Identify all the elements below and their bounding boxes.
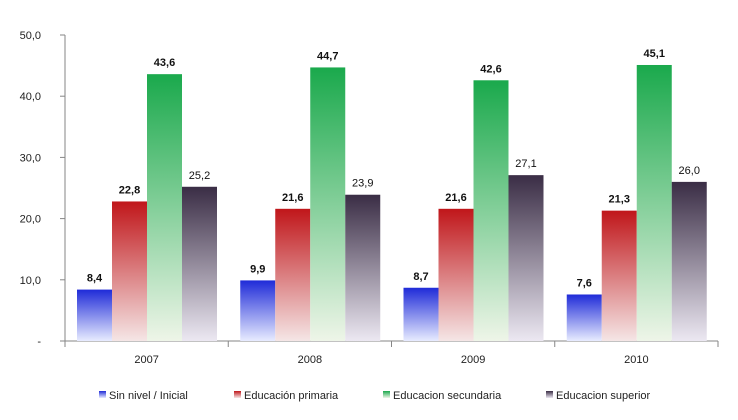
bar: [601, 210, 637, 341]
x-tick-label: 2009: [461, 354, 485, 366]
chart-legend: Sin nivel / Inicial Educación primaria Edu…: [99, 390, 651, 402]
data-label: 22,8: [119, 184, 140, 196]
data-label: 44,7: [317, 50, 338, 62]
data-label: 9,9: [250, 263, 265, 275]
legend-label: Educacion superior: [556, 390, 651, 402]
data-label: 23,9: [352, 178, 373, 190]
data-label: 21,6: [445, 192, 466, 204]
data-label: 43,6: [154, 57, 175, 69]
legend-swatch: [234, 391, 241, 398]
legend-swatch: [383, 391, 390, 398]
data-label: 26,0: [679, 165, 700, 177]
data-label: 21,6: [282, 192, 303, 204]
data-label: 8,4: [87, 273, 103, 285]
legend-label: Sin nivel / Inicial: [109, 390, 188, 402]
y-tick-label: 20,0: [20, 214, 41, 226]
bar: [275, 208, 311, 341]
bar: [310, 67, 346, 341]
bar: [566, 294, 602, 341]
y-tick-label: 30,0: [20, 152, 41, 164]
bar: [112, 201, 147, 341]
data-label: 8,7: [413, 271, 428, 283]
x-tick-label: 2010: [624, 354, 648, 366]
data-label: 21,3: [609, 194, 630, 206]
data-label: 45,1: [644, 48, 665, 60]
y-tick-label: 50,0: [20, 30, 41, 42]
y-tick-label: -: [37, 336, 41, 348]
data-label: 27,1: [515, 158, 536, 170]
data-label: 25,2: [189, 170, 210, 182]
bar: [636, 64, 672, 341]
x-tick-label: 2008: [298, 354, 322, 366]
bar: [508, 175, 544, 341]
legend-swatch: [99, 391, 106, 398]
legend-label: Educacion secundaria: [393, 390, 502, 402]
bar: [473, 80, 509, 342]
data-label: 7,6: [577, 277, 592, 289]
data-label: 42,6: [480, 63, 501, 75]
chart-data-labels: 8,4 22,8 43,6 25,2 9,9 21,6 44,7 23,9 8,7 21,6 42,…: [87, 48, 700, 290]
chart-bars: [77, 64, 707, 342]
legend-swatch: [546, 391, 553, 398]
x-axis-tick-labels: 2007 2008 2009 2010: [134, 354, 648, 366]
y-tick-label: 10,0: [20, 275, 41, 287]
bar: [77, 289, 112, 341]
bar: [240, 280, 276, 341]
bar: [671, 181, 707, 341]
y-axis-tick-labels: - 10,0 20,0 30,0 40,0 50,0: [20, 30, 42, 348]
bar: [403, 287, 439, 341]
bar: [182, 186, 217, 341]
bar: [147, 74, 182, 341]
bar: [345, 194, 381, 341]
x-tick-label: 2007: [134, 354, 158, 366]
y-tick-label: 40,0: [20, 91, 41, 103]
legend-label: Educación primaria: [244, 390, 339, 402]
bar: [438, 208, 474, 341]
